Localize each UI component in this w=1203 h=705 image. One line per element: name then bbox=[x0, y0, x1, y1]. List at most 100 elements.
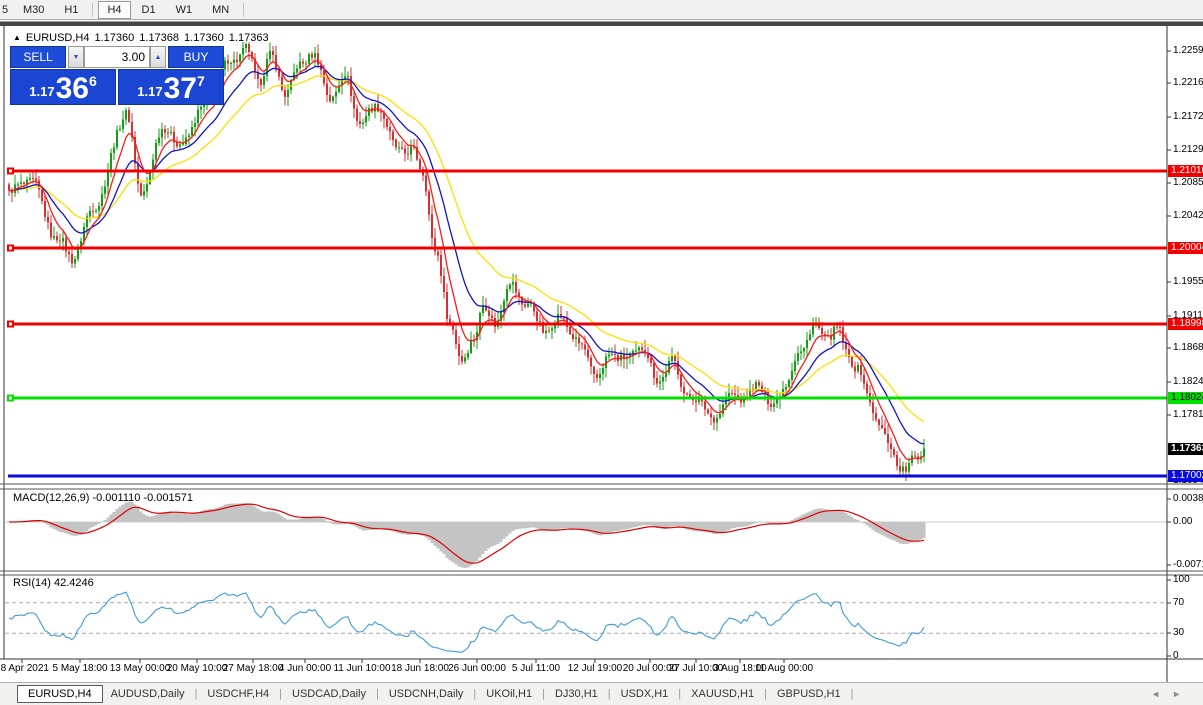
time-axis-label: 12 Jul 19:00 bbox=[567, 663, 623, 674]
tab-separator: | bbox=[850, 688, 854, 700]
tab-separator: | bbox=[375, 688, 379, 700]
tab-separator: | bbox=[194, 688, 198, 700]
line-handle-center bbox=[9, 396, 12, 400]
sell-price-prefix: 1.17 bbox=[29, 84, 55, 99]
candles bbox=[8, 41, 925, 482]
chart-tab-gbpusd-h1[interactable]: GBPUSD,H1 bbox=[776, 688, 841, 700]
line-handle-center bbox=[9, 322, 12, 326]
price-chart-canvas[interactable] bbox=[0, 26, 1203, 682]
level-price-label: 1.18024 bbox=[1168, 392, 1203, 404]
time-axis-label: 28 Apr 2021 bbox=[0, 663, 49, 674]
timeframe-button-m30[interactable]: M30 bbox=[23, 3, 45, 16]
time-axis-label: 11 Jun 10:00 bbox=[333, 663, 391, 674]
tab-separator: | bbox=[607, 688, 611, 700]
window-top-edge bbox=[0, 21, 1203, 26]
buy-price-big: 37 bbox=[163, 72, 197, 105]
sell-button[interactable]: SELL bbox=[10, 46, 66, 68]
sell-price-pip: 6 bbox=[88, 73, 97, 89]
chart-title: ▲ EURUSD,H4 1.17360 1.17368 1.17360 1.17… bbox=[13, 32, 269, 44]
time-axis-label: 20 Jul 00:00 bbox=[622, 663, 678, 674]
buy-price-pip: 7 bbox=[196, 73, 205, 89]
price-axis-tick: 1.19550 bbox=[1173, 276, 1203, 287]
price-axis-tick: 1.18240 bbox=[1173, 376, 1203, 387]
chart-tab-usdchf-h4[interactable]: USDCHF,H4 bbox=[207, 688, 270, 700]
line-handle-center bbox=[9, 246, 12, 250]
chevron-down-icon: ▼ bbox=[72, 53, 80, 61]
tab-separator: | bbox=[678, 688, 682, 700]
sell-price-box[interactable]: 1.17 36 6 bbox=[10, 69, 116, 105]
ohlc-high: 1.17368 bbox=[139, 32, 180, 44]
moving-average-line bbox=[8, 65, 925, 445]
buy-price-box[interactable]: 1.17 37 7 bbox=[118, 69, 224, 105]
volume-input[interactable] bbox=[84, 46, 150, 68]
price-axis-tick: 1.19110 bbox=[1173, 310, 1203, 321]
timeframe-button-d1[interactable]: D1 bbox=[141, 3, 156, 16]
buy-price-prefix: 1.17 bbox=[137, 84, 163, 99]
macd-histogram bbox=[10, 501, 926, 568]
chart-tab-eurusd-h4[interactable]: EURUSD,H4 bbox=[17, 685, 103, 703]
ohlc-close: 1.17363 bbox=[228, 32, 269, 44]
timeframe-button-h1[interactable]: H1 bbox=[64, 3, 79, 16]
price-axis-tick: 1.20420 bbox=[1173, 210, 1203, 221]
price-axis-tick: 1.18680 bbox=[1173, 342, 1203, 353]
level-price-label: 1.17002 bbox=[1168, 470, 1203, 482]
timeframe-toolbar: 5 M30 H1 H4 D1 W1 MN bbox=[0, 0, 1203, 20]
chart-window: ▲ EURUSD,H4 1.17360 1.17368 1.17360 1.17… bbox=[0, 26, 1203, 682]
macd-axis-tick: -0.00719 bbox=[1173, 559, 1203, 570]
tab-scroll-arrows[interactable]: ◄► bbox=[1151, 689, 1193, 699]
ohlc-low: 1.17360 bbox=[184, 32, 224, 44]
chevron-up-icon: ▲ bbox=[154, 53, 162, 61]
tab-separator: | bbox=[764, 688, 767, 700]
macd-axis-tick: 0.00 bbox=[1173, 516, 1193, 527]
time-axis-label: 20 May 10:00 bbox=[166, 663, 228, 674]
chart-tab-usdcad-daily[interactable]: USDCAD,Daily bbox=[292, 688, 366, 700]
rsi-axis-tick: 70 bbox=[1173, 597, 1185, 608]
sell-price-big: 36 bbox=[55, 72, 89, 105]
rsi-indicator-label: RSI(14) 42.4246 bbox=[13, 577, 94, 589]
timeframe-button-h4[interactable]: H4 bbox=[98, 0, 131, 19]
volume-increase-button[interactable]: ▲ bbox=[150, 46, 166, 68]
price-axis-tick: 1.20850 bbox=[1173, 177, 1203, 188]
macd-signal-line bbox=[9, 503, 925, 564]
price-axis-tick: 1.21720 bbox=[1173, 111, 1203, 122]
timeframe-button-5[interactable]: 5 bbox=[2, 3, 9, 16]
chart-symbol-timeframe: EURUSD,H4 bbox=[25, 32, 90, 44]
level-price-label: 1.18998 bbox=[1168, 318, 1203, 330]
tab-separator: | bbox=[279, 688, 282, 700]
time-axis-label: 26 Jun 00:00 bbox=[448, 663, 506, 674]
chart-tab-dj30-h1[interactable]: DJ30,H1 bbox=[554, 688, 598, 700]
current-price-label: 1.17363 bbox=[1168, 443, 1203, 455]
toolbar-separator bbox=[243, 2, 245, 17]
chart-tab-usdx-h1[interactable]: USDX,H1 bbox=[620, 688, 669, 700]
level-price-label: 1.21010 bbox=[1168, 165, 1203, 177]
rsi-line bbox=[8, 591, 925, 653]
one-click-trading-panel: SELL ▼ ▲ BUY 1.17 36 6 1.17 bbox=[10, 46, 224, 105]
time-axis-label: 3 Aug 18:00 bbox=[713, 663, 767, 674]
time-axis-label: 4 Jun 00:00 bbox=[278, 663, 332, 674]
chart-tab-audusd-daily[interactable]: AUDUSD,Daily bbox=[110, 688, 185, 700]
rsi-axis-tick: 100 bbox=[1173, 574, 1190, 585]
collapse-arrow-icon[interactable]: ▲ bbox=[13, 32, 21, 42]
chart-tab-xauusd-h1[interactable]: XAUUSD,H1 bbox=[691, 688, 755, 700]
price-axis-tick: 1.22160 bbox=[1173, 77, 1203, 88]
moving-average-line bbox=[8, 74, 925, 423]
volume-decrease-button[interactable]: ▼ bbox=[68, 46, 84, 68]
time-axis-label: 5 Jul 11:00 bbox=[511, 663, 561, 674]
time-axis-label: 13 May 00:00 bbox=[109, 663, 171, 674]
ohlc-open: 1.17360 bbox=[94, 32, 135, 44]
tab-separator: | bbox=[542, 688, 545, 700]
time-axis-label: 27 Jul 10:00 bbox=[668, 663, 724, 674]
tab-separator: | bbox=[473, 688, 477, 700]
timeframe-button-mn[interactable]: MN bbox=[212, 3, 230, 16]
timeframe-button-w1[interactable]: W1 bbox=[175, 3, 193, 16]
buy-button[interactable]: BUY bbox=[168, 46, 224, 68]
price-axis-tick: 1.22590 bbox=[1173, 45, 1203, 56]
chart-tab-ukoil-h1[interactable]: UKOil,H1 bbox=[486, 688, 533, 700]
chart-tabbar: EURUSD,H4 AUDUSD,Daily | USDCHF,H4 | USDCAD,D… bbox=[0, 682, 1203, 705]
time-axis-label: 27 May 18:00 bbox=[222, 663, 284, 674]
line-handle-center bbox=[9, 169, 12, 173]
time-axis-label: 18 Jun 18:00 bbox=[391, 663, 449, 674]
chart-tab-usdcnh-daily[interactable]: USDCNH,Daily bbox=[388, 688, 464, 700]
